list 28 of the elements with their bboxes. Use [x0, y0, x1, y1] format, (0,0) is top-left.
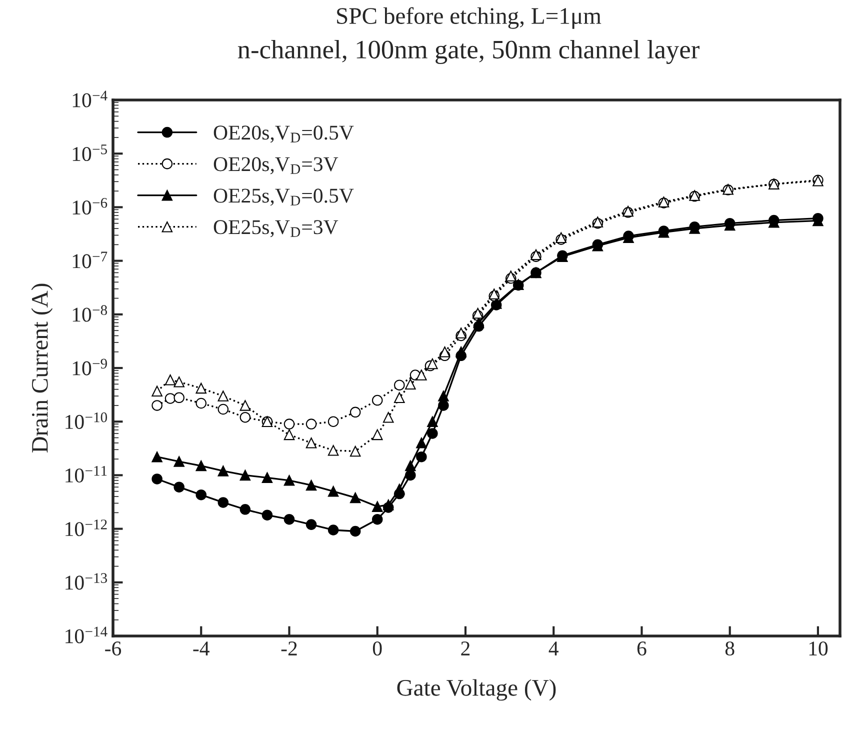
x-tick-label: 10: [809, 641, 828, 656]
legend-label: OE25s,V$_{D}$=0.5V: [214, 188, 354, 206]
x-axis-title: Gate Voltage (V): [397, 679, 556, 701]
y-tick-label: 10$^{−14}$: [66, 626, 108, 644]
chart-title: SPC before etching, L=1μm: [337, 7, 602, 29]
x-tick-label: -4: [193, 642, 210, 656]
x-tick-label: 8: [725, 641, 734, 656]
x-tick-label: 6: [637, 642, 646, 656]
y-tick-label: 10$^{−9}$: [72, 358, 107, 376]
legend-label: OE20s,V$_{D}$=0.5V: [214, 126, 354, 143]
y-tick-label: 10$^{−13}$: [66, 573, 108, 590]
x-tick-label: 0: [372, 641, 382, 656]
x-tick-label: -2: [281, 642, 297, 656]
x-tick-label: 2: [461, 642, 470, 656]
y-axis-title: Drain Current (A): [31, 284, 53, 453]
y-tick-label: 10$^{−12}$: [66, 520, 107, 536]
y-tick-label: 10$^{−4}$: [72, 90, 108, 108]
chart-subtitle: n-channel, 100nm gate, 50nm channel layer: [238, 40, 700, 64]
y-tick-label: 10$^{−5}$: [72, 144, 108, 162]
legend-label: OE25s,V$_{D}$=3V: [214, 220, 338, 238]
x-tick-label: 4: [548, 642, 558, 656]
y-tick-label: 10$^{−11}$: [66, 466, 107, 482]
y-tick-label: 10$^{−6}$: [72, 198, 108, 215]
y-tick-label: 10$^{−10}$: [66, 412, 108, 429]
legend-label: OE20s,V$_{D}$=3V: [214, 157, 338, 174]
x-tick-label: -6: [105, 642, 122, 656]
y-tick-label: 10$^{−7}$: [72, 252, 108, 268]
y-tick-label: 10$^{−8}$: [72, 305, 108, 322]
